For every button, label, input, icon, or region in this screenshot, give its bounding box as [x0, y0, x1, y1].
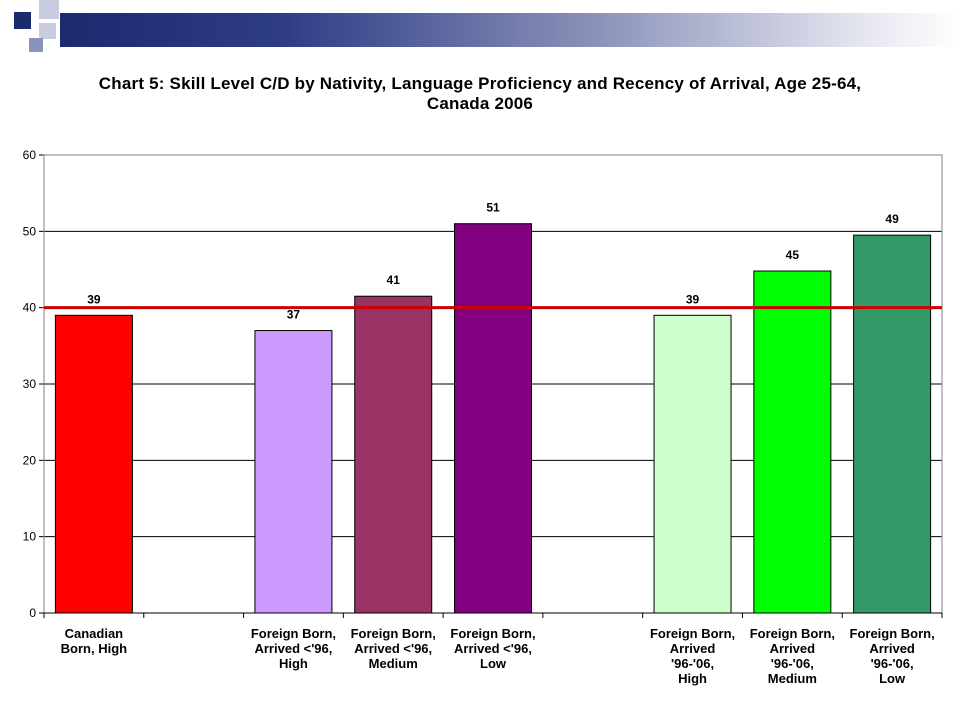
category-label: Foreign Born, Arrived '96-'06, High: [649, 626, 736, 686]
y-tick-label: 30: [23, 377, 37, 391]
y-tick-label: 40: [23, 301, 37, 315]
y-tick-label: 60: [23, 148, 37, 162]
logo-square-light: [39, 0, 59, 19]
bar: [753, 270, 832, 614]
data-label: 51: [486, 201, 500, 215]
y-tick-label: 20: [23, 453, 37, 467]
chart-title-block: Chart 5: Skill Level C/D by Nativity, La…: [60, 74, 900, 114]
chart-subtitle: Canada 2006: [426, 94, 534, 113]
header-gradient-bar: [60, 13, 960, 47]
data-label: 39: [686, 292, 700, 306]
category-label: Foreign Born, Arrived '96-'06, Low: [849, 626, 935, 686]
chart-title: Chart 5: Skill Level C/D by Nativity, La…: [98, 74, 862, 93]
bar: [354, 295, 433, 614]
logo-square-light: [39, 23, 56, 39]
category-label: Foreign Born, Arrived <'96, High: [250, 626, 337, 671]
data-label: 39: [87, 292, 101, 306]
logo-square-dark: [14, 12, 31, 29]
bar: [54, 314, 133, 614]
category-label: Foreign Born, Arrived '96-'06, Medium: [749, 626, 835, 686]
bar: [454, 223, 532, 614]
y-tick-label: 0: [29, 606, 36, 620]
category-label: Foreign Born, Arrived <'96, Medium: [350, 626, 436, 671]
category-label: Canadian Born, High: [60, 626, 128, 656]
y-tick-label: 50: [23, 224, 37, 238]
bar: [653, 314, 732, 614]
data-label: 41: [387, 273, 401, 287]
bar: [254, 330, 333, 614]
data-label: 45: [786, 248, 800, 262]
bar: [853, 234, 932, 614]
data-label: 37: [287, 308, 301, 322]
y-tick-label: 10: [23, 530, 37, 544]
data-label: 49: [885, 212, 899, 226]
logo-square-mid: [29, 38, 43, 52]
category-label: Foreign Born, Arrived <'96, Low: [450, 626, 536, 671]
